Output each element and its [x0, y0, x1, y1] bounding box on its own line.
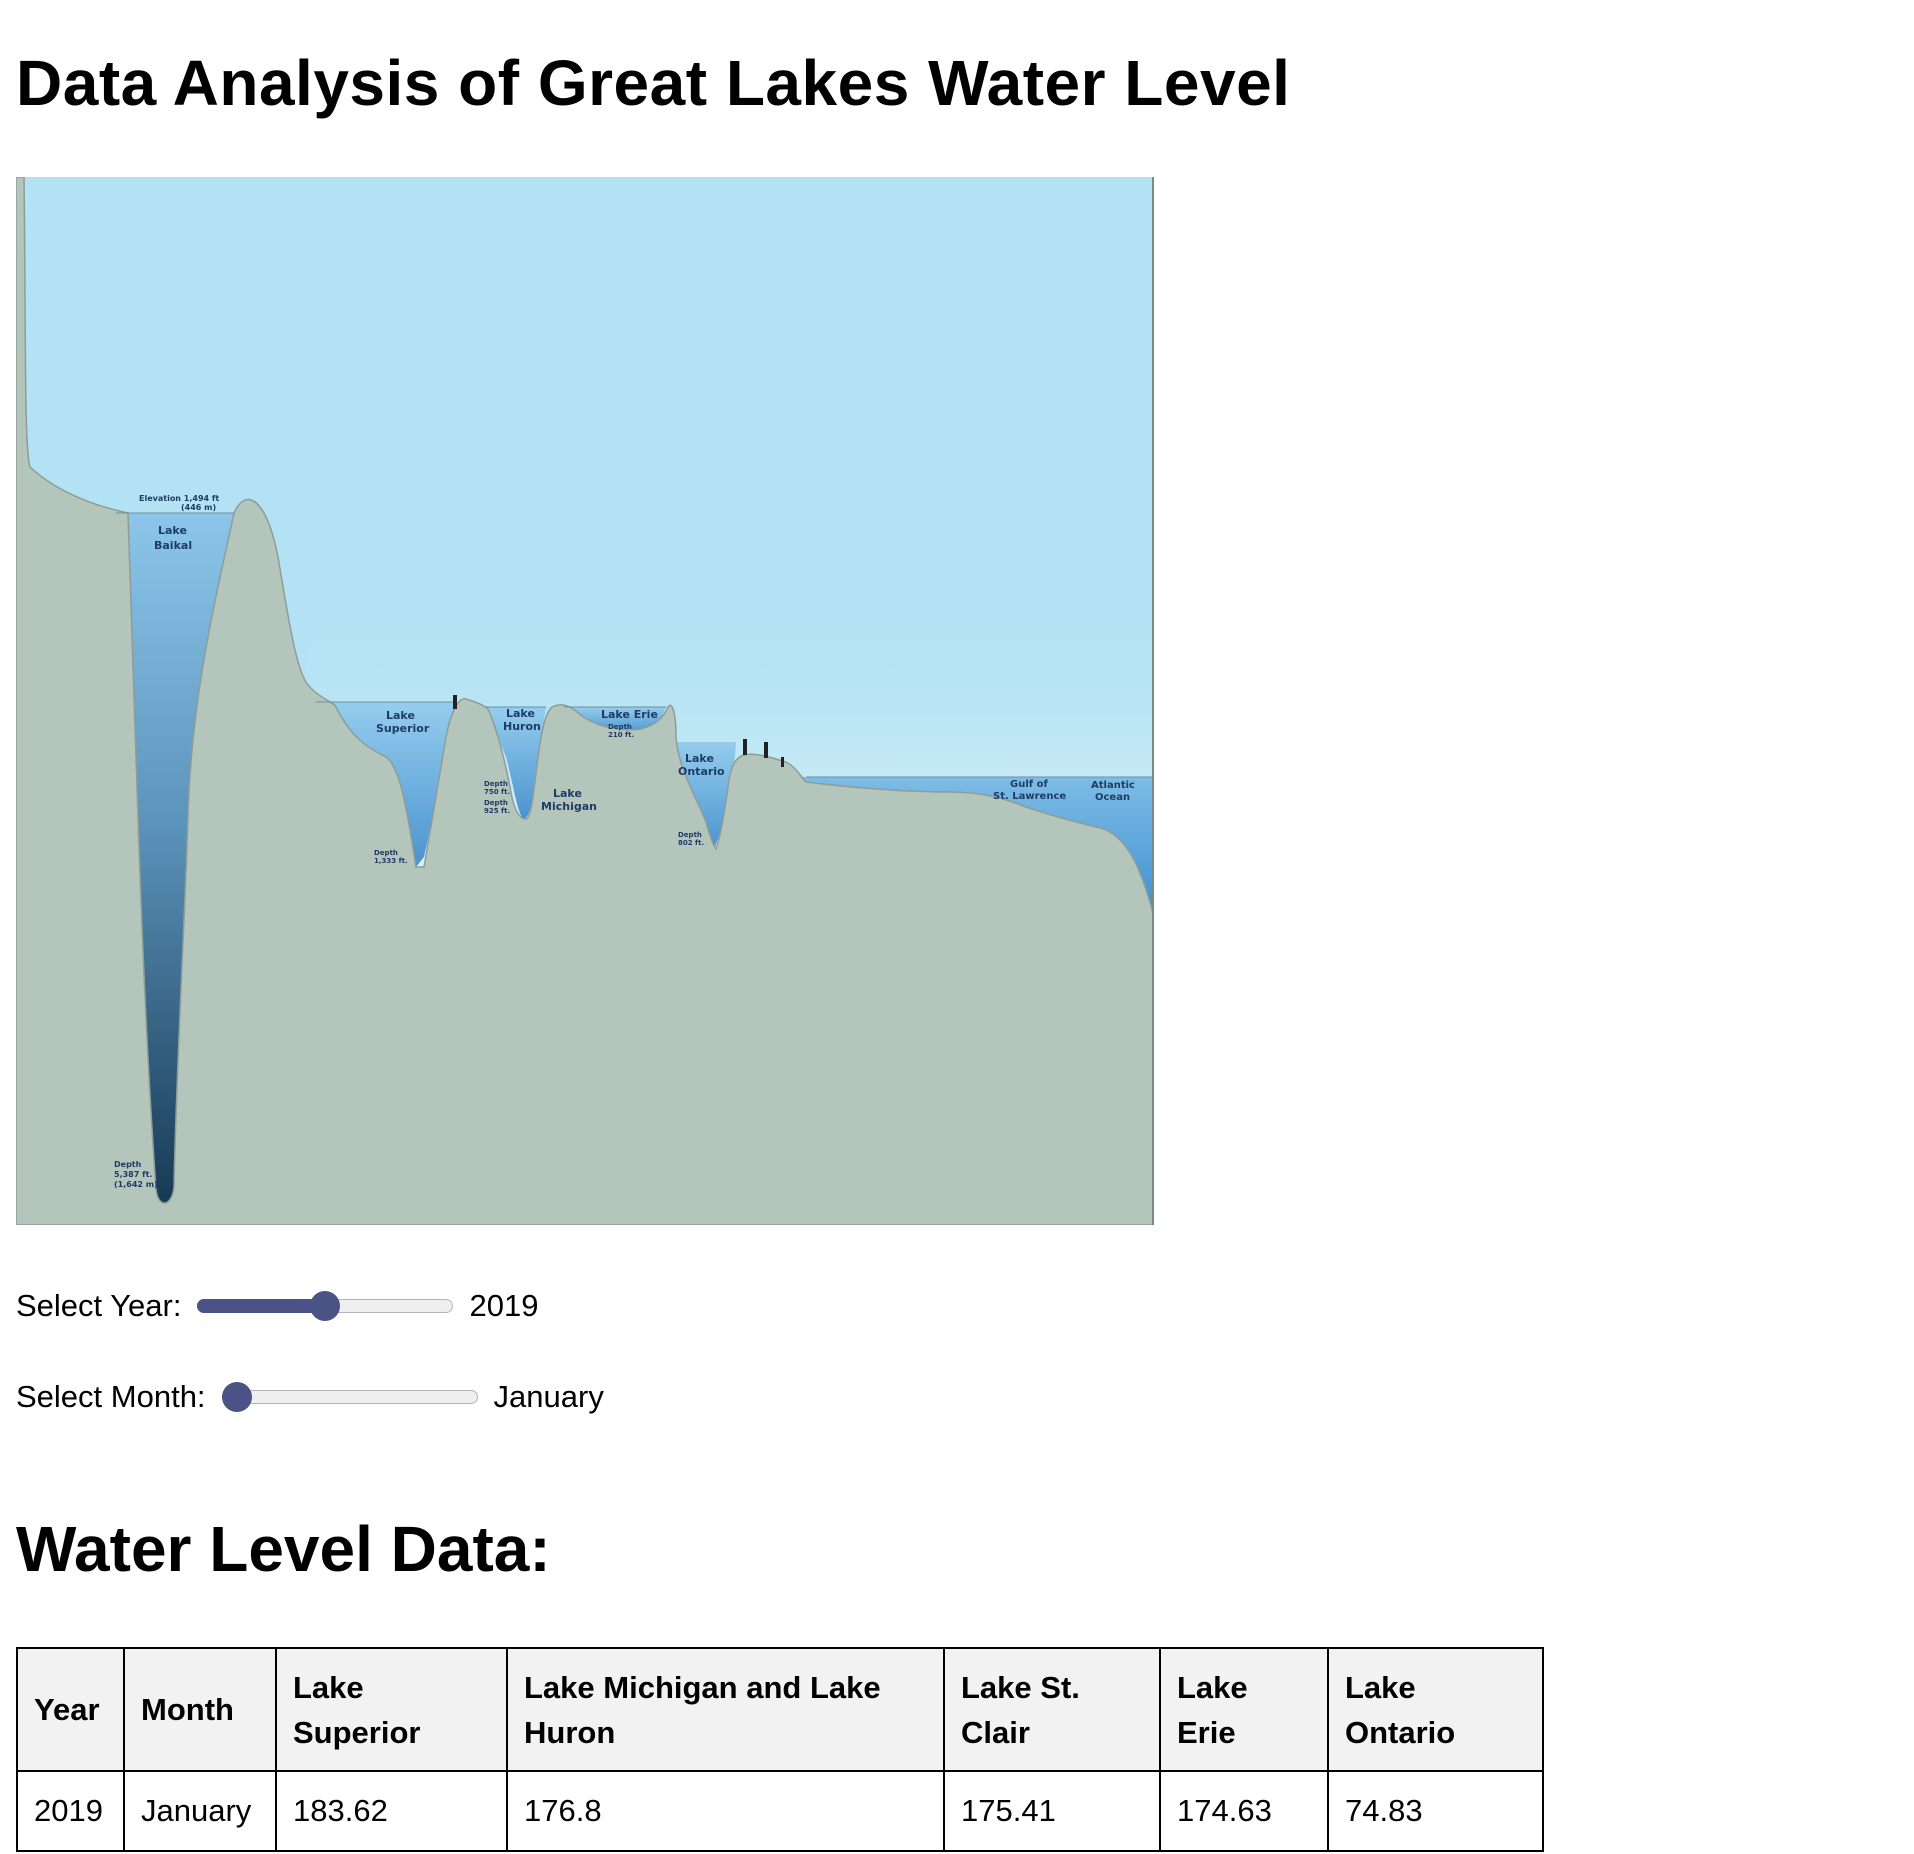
michigan-depth-label: 925 ft.: [484, 807, 510, 815]
cell-superior: 183.62: [275, 1770, 508, 1852]
water-level-table: Year Month Lake Superior Lake Michigan a…: [16, 1647, 1544, 1852]
great-lakes-profile-image: Elevation 1,494 ft (446 m) Lake Baikal D…: [16, 177, 1154, 1225]
lake-baikal-water: [128, 513, 234, 1204]
ontario-depth-label: Depth: [678, 831, 702, 839]
year-value: 2019: [469, 1288, 539, 1323]
huron-depth-label: Depth: [484, 780, 508, 788]
michigan-depth-label: Depth: [484, 799, 508, 807]
cell-st-clair: 175.41: [943, 1770, 1161, 1852]
erie-depth-label: Depth: [608, 723, 632, 731]
month-slider-thumb[interactable]: [221, 1382, 252, 1412]
table-heading: Water Level Data:: [16, 1513, 551, 1585]
column-header-michigan-huron: Lake Michigan and Lake Huron: [506, 1647, 945, 1772]
cell-ontario: 74.83: [1327, 1770, 1544, 1852]
column-header-superior: Lake Superior: [275, 1647, 508, 1772]
cell-erie: 174.63: [1159, 1770, 1329, 1852]
lake-ontario-label: Ontario: [678, 765, 725, 778]
lake-superior-label: Lake: [386, 709, 415, 722]
baikal-depth-label: Depth: [114, 1160, 142, 1169]
baikal-depth-label: (1,642 m): [114, 1180, 158, 1189]
lock-marker: [764, 742, 768, 758]
lake-erie-label: Lake Erie: [601, 708, 658, 721]
column-header-month: Month: [123, 1647, 277, 1772]
lock-marker: [743, 739, 747, 755]
lake-baikal-label: Lake: [158, 524, 187, 537]
column-header-year: Year: [16, 1647, 125, 1772]
lake-superior-label: Superior: [376, 722, 430, 735]
lake-baikal-label: Baikal: [154, 539, 192, 552]
lake-michigan-label: Lake: [553, 787, 582, 800]
lake-huron-michigan-water: [486, 707, 546, 819]
gulf-st-lawrence-label: Gulf of: [1010, 779, 1048, 790]
page-title: Data Analysis of Great Lakes Water Level: [16, 47, 1291, 119]
month-slider[interactable]: [221, 1374, 478, 1420]
huron-depth-label: 750 ft.: [484, 788, 510, 796]
column-header-ontario: Lake Ontario: [1327, 1647, 1544, 1772]
baikal-elevation-label: (446 m): [181, 503, 216, 512]
year-slider-thumb[interactable]: [310, 1291, 341, 1321]
baikal-elevation-label: Elevation 1,494 ft: [139, 494, 219, 503]
month-value: January: [493, 1379, 604, 1414]
cell-michigan-huron: 176.8: [506, 1770, 945, 1852]
baikal-depth-label: 5,387 ft.: [114, 1170, 152, 1179]
land-profile: [16, 177, 1154, 1225]
superior-depth-label: 1,333 ft.: [374, 857, 408, 865]
lock-marker: [453, 695, 457, 709]
table-header-row: Year Month Lake Superior Lake Michigan a…: [16, 1647, 1544, 1772]
year-control: Select Year: 2019: [16, 1283, 538, 1329]
ontario-depth-label: 802 ft.: [678, 839, 704, 847]
erie-depth-label: 210 ft.: [608, 731, 634, 739]
lock-marker: [781, 757, 784, 767]
gulf-st-lawrence-label: St. Lawrence: [993, 791, 1066, 802]
lake-ontario-water: [671, 742, 736, 849]
lake-huron-label: Huron: [503, 720, 541, 733]
atlantic-ocean-label: Ocean: [1095, 792, 1130, 803]
lake-ontario-label: Lake: [685, 752, 714, 765]
month-label: Select Month:: [16, 1379, 206, 1414]
atlantic-ocean-label: Atlantic: [1091, 780, 1135, 791]
lake-erie-water: [564, 707, 666, 735]
table-row: 2019 January 183.62 176.8 175.41 174.63 …: [16, 1770, 1544, 1852]
cell-month: January: [123, 1770, 277, 1852]
column-header-st-clair: Lake St. Clair: [943, 1647, 1161, 1772]
column-header-erie: Lake Erie: [1159, 1647, 1329, 1772]
year-slider-fill: [197, 1299, 326, 1313]
month-slider-track: [221, 1390, 478, 1404]
gulf-ocean-water: [776, 777, 1154, 917]
lake-huron-label: Lake: [506, 707, 535, 720]
year-label: Select Year:: [16, 1288, 182, 1323]
year-slider[interactable]: [197, 1283, 454, 1329]
cell-year: 2019: [16, 1770, 125, 1852]
month-control: Select Month: January: [16, 1374, 604, 1420]
superior-depth-label: Depth: [374, 849, 398, 857]
lake-michigan-label: Michigan: [541, 800, 597, 813]
